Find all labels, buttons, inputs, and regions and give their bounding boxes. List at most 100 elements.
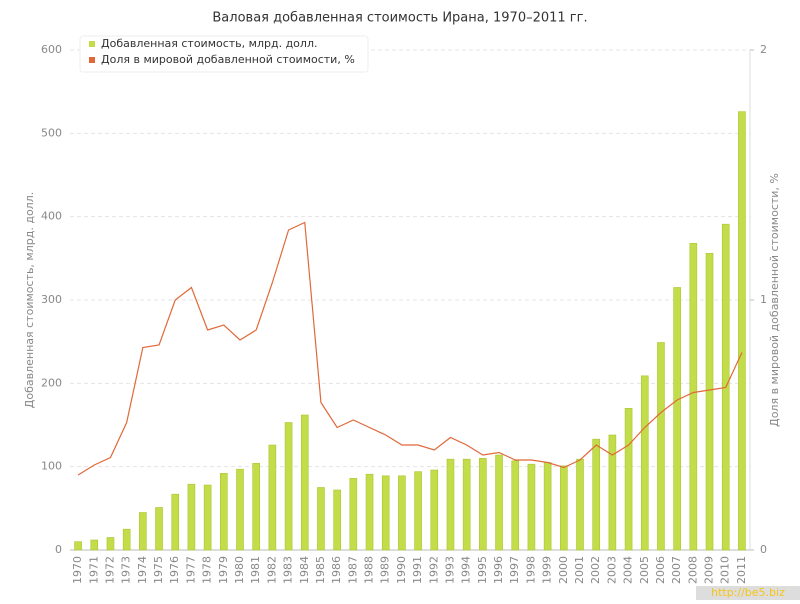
x-tick-label: 1983	[282, 556, 295, 584]
x-tick-label: 1971	[87, 556, 100, 584]
x-tick-label: 2004	[622, 556, 635, 584]
bar	[657, 342, 665, 551]
bar	[365, 473, 374, 551]
x-tick-label: 1972	[103, 556, 116, 584]
x-tick-label: 1987	[346, 556, 359, 584]
x-tick-label: 1970	[71, 556, 84, 584]
y2-tick-label: 1	[760, 293, 767, 306]
legend-swatch	[89, 41, 95, 47]
y2-axis-title: Доля в мировой добавленной стоимости, %	[768, 173, 781, 427]
bar	[268, 444, 277, 551]
bar	[220, 473, 228, 551]
x-tick-label: 2007	[670, 556, 683, 584]
bar	[479, 458, 487, 551]
y-tick-label: 300	[41, 293, 62, 306]
bar	[122, 528, 131, 551]
x-tick-label: 2001	[573, 556, 586, 584]
bar	[624, 408, 633, 551]
x-tick-label: 1989	[379, 556, 392, 584]
x-tick-label: 1997	[508, 556, 521, 584]
bar	[74, 541, 82, 551]
y2-tick-label: 2	[760, 43, 767, 56]
bar	[527, 463, 536, 551]
y-axis-title: Добавленная стоимость, млрд. долл.	[23, 192, 36, 408]
x-tick-label: 1999	[541, 556, 554, 584]
bar	[252, 463, 260, 551]
x-tick-label: 1979	[217, 556, 230, 584]
y-tick-label: 200	[41, 376, 62, 389]
y-tick-label: 0	[55, 543, 62, 556]
legend-label: Добавленная стоимость, млрд. долл.	[101, 37, 317, 50]
x-tick-label: 1995	[476, 556, 489, 584]
bar	[317, 487, 325, 551]
x-tick-label: 1976	[168, 556, 181, 584]
bar	[640, 375, 649, 551]
bar	[430, 469, 439, 551]
x-tick-label: 1996	[492, 556, 505, 584]
x-tick-label: 1980	[233, 556, 246, 584]
x-tick-label: 2003	[605, 556, 618, 584]
bar	[608, 434, 617, 551]
bar	[90, 539, 99, 551]
x-tick-label: 2008	[686, 556, 699, 584]
x-tick-label: 1981	[249, 556, 262, 584]
x-tick-label: 2009	[703, 556, 716, 584]
bar	[284, 422, 293, 551]
bar	[171, 493, 180, 551]
line	[77, 221, 743, 476]
bar	[155, 507, 163, 551]
x-tick-label: 1993	[443, 556, 456, 584]
x-tick-label: 1977	[184, 556, 197, 584]
y-tick-label: 400	[41, 210, 62, 223]
bar	[203, 484, 212, 551]
watermark: http://be5.biz	[711, 586, 785, 599]
x-tick-label: 2005	[638, 556, 651, 584]
x-tick-label: 2000	[557, 556, 570, 584]
legend: Добавленная стоимость, млрд. долл. Доля в…	[79, 35, 369, 73]
bar	[236, 468, 244, 551]
watermark-bg	[696, 586, 800, 600]
bar	[592, 438, 600, 551]
bar	[446, 458, 455, 551]
x-tick-label: 1986	[330, 556, 343, 584]
legend-box	[79, 35, 369, 73]
x-tick-label: 1985	[314, 556, 327, 584]
bar	[333, 489, 341, 551]
bar	[300, 414, 309, 551]
x-tick-label: 2011	[735, 556, 748, 584]
bar	[462, 458, 471, 551]
x-tick-label: 1982	[265, 556, 278, 584]
bar	[106, 537, 115, 551]
bar	[511, 460, 520, 551]
x-tick-label: 1990	[395, 556, 408, 584]
x-tick-label: 2006	[654, 556, 667, 584]
x-tick-label: 1992	[427, 556, 440, 584]
bar	[495, 454, 503, 551]
bar	[560, 465, 568, 551]
bar	[689, 243, 698, 551]
bar	[543, 462, 552, 551]
chart-title: Валовая добавленная стоимость Ирана, 197…	[212, 11, 587, 26]
x-tick-label: 2010	[719, 556, 732, 584]
y-tick-label: 100	[41, 460, 62, 473]
bar	[414, 471, 422, 551]
x-tick-label: 1973	[120, 556, 133, 584]
x-tick-label: 1988	[363, 556, 376, 584]
bar	[705, 253, 714, 551]
x-tick-label: 1991	[411, 556, 424, 584]
x-tick-label: 2002	[589, 556, 602, 584]
legend-swatch	[89, 57, 95, 63]
bar	[576, 458, 584, 551]
bar	[187, 483, 196, 551]
x-tick-label: 1994	[460, 556, 473, 584]
bar	[738, 111, 746, 551]
bar	[673, 287, 681, 551]
bar	[139, 512, 147, 551]
bar	[381, 475, 390, 551]
x-tick-label: 1974	[136, 556, 149, 584]
y2-tick-label: 0	[760, 543, 767, 556]
bar	[349, 478, 358, 551]
legend-label: Доля в мировой добавленной стоимости, %	[101, 53, 355, 66]
